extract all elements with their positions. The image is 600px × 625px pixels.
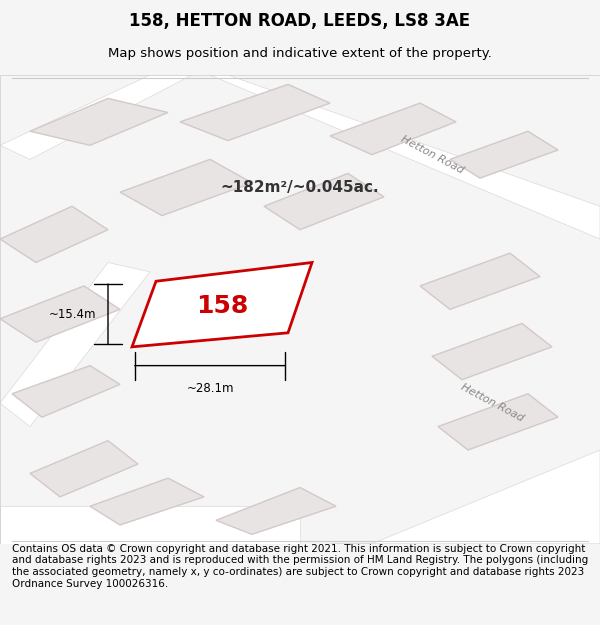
Polygon shape (0, 75, 192, 159)
Text: ~28.1m: ~28.1m (186, 382, 234, 395)
Polygon shape (90, 478, 204, 525)
Polygon shape (30, 441, 138, 497)
Polygon shape (132, 262, 312, 347)
Polygon shape (216, 488, 336, 534)
Polygon shape (438, 394, 558, 450)
Polygon shape (12, 366, 120, 418)
Text: Contains OS data © Crown copyright and database right 2021. This information is : Contains OS data © Crown copyright and d… (12, 544, 588, 589)
Text: 158: 158 (196, 294, 248, 318)
Polygon shape (0, 262, 150, 426)
Text: ~182m²/~0.045ac.: ~182m²/~0.045ac. (221, 180, 379, 195)
Polygon shape (420, 253, 540, 309)
Polygon shape (450, 131, 558, 178)
Polygon shape (120, 159, 252, 216)
Polygon shape (264, 173, 384, 229)
Polygon shape (180, 84, 330, 141)
Polygon shape (210, 75, 600, 239)
Polygon shape (330, 103, 456, 154)
Text: Hetton Road: Hetton Road (399, 134, 465, 176)
Polygon shape (432, 324, 552, 379)
Text: Map shows position and indicative extent of the property.: Map shows position and indicative extent… (108, 48, 492, 61)
Text: 158, HETTON ROAD, LEEDS, LS8 3AE: 158, HETTON ROAD, LEEDS, LS8 3AE (130, 12, 470, 30)
Polygon shape (0, 286, 120, 342)
Polygon shape (30, 98, 168, 145)
Polygon shape (0, 506, 300, 544)
Text: Hetton Road: Hetton Road (459, 382, 525, 424)
Text: ~15.4m: ~15.4m (49, 308, 96, 321)
Polygon shape (0, 206, 108, 262)
Polygon shape (330, 450, 600, 544)
